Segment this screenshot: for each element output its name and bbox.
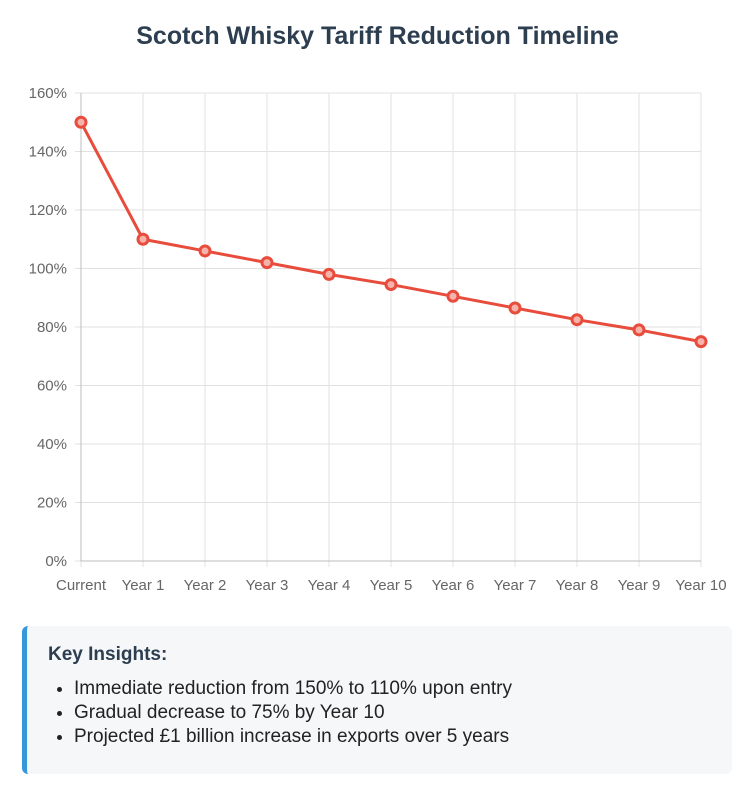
x-tick-label: Year 9 <box>618 577 661 594</box>
x-tick-label: Year 10 <box>675 577 726 594</box>
x-tick-label: Year 8 <box>556 577 599 594</box>
data-point <box>570 313 584 327</box>
data-point <box>446 289 460 303</box>
y-tick-label: 160% <box>29 85 67 102</box>
y-tick-label: 140% <box>29 144 67 161</box>
chart-grid <box>75 92 702 567</box>
x-tick-label: Year 5 <box>370 577 413 594</box>
data-point <box>384 278 398 292</box>
data-point <box>136 232 150 246</box>
insight-item: Immediate reduction from 150% to 110% up… <box>74 677 712 701</box>
chart-title: Scotch Whisky Tariff Reduction Timeline <box>136 22 619 50</box>
insight-item: Gradual decrease to 75% by Year 10 <box>74 701 712 725</box>
data-point <box>260 256 274 270</box>
key-insights-heading: Key Insights: <box>48 644 168 665</box>
key-insights-panel: Key Insights: Immediate reduction from 1… <box>22 626 732 774</box>
data-point <box>508 301 522 315</box>
x-tick-label: Year 2 <box>184 577 227 594</box>
data-point <box>632 323 646 337</box>
tariff-line-chart: 0% 20% 40% 60% 80% 100% 120% 140% 160% Current Ye… <box>29 85 727 594</box>
x-tick-label: Year 4 <box>308 577 351 594</box>
series-group <box>74 115 708 349</box>
chart-axes <box>80 93 701 562</box>
data-point <box>322 267 336 281</box>
y-tick-label: 100% <box>29 261 67 278</box>
x-tick-label: Year 3 <box>246 577 289 594</box>
y-tick-label: 40% <box>37 436 67 453</box>
y-tick-label: 80% <box>37 319 67 336</box>
x-tick-label: Year 6 <box>432 577 475 594</box>
x-tick-label: Year 7 <box>494 577 537 594</box>
x-tick-label: Current <box>56 577 107 594</box>
x-axis-ticks: Current Year 1 Year 2 Year 3 Year 4 Year 5 Yea… <box>56 577 727 594</box>
y-axis-ticks: 0% 20% 40% 60% 80% 100% 120% 140% 160% <box>29 85 67 570</box>
insight-item: Projected £1 billion increase in exports… <box>74 725 712 749</box>
data-point <box>198 244 212 258</box>
data-point <box>694 335 708 349</box>
x-tick-label: Year 1 <box>122 577 165 594</box>
y-tick-label: 20% <box>37 495 67 512</box>
y-tick-label: 120% <box>29 202 67 219</box>
data-point <box>74 115 88 129</box>
y-tick-label: 60% <box>37 378 67 395</box>
key-insights-list: Immediate reduction from 150% to 110% up… <box>48 677 712 749</box>
y-tick-label: 0% <box>45 553 67 570</box>
